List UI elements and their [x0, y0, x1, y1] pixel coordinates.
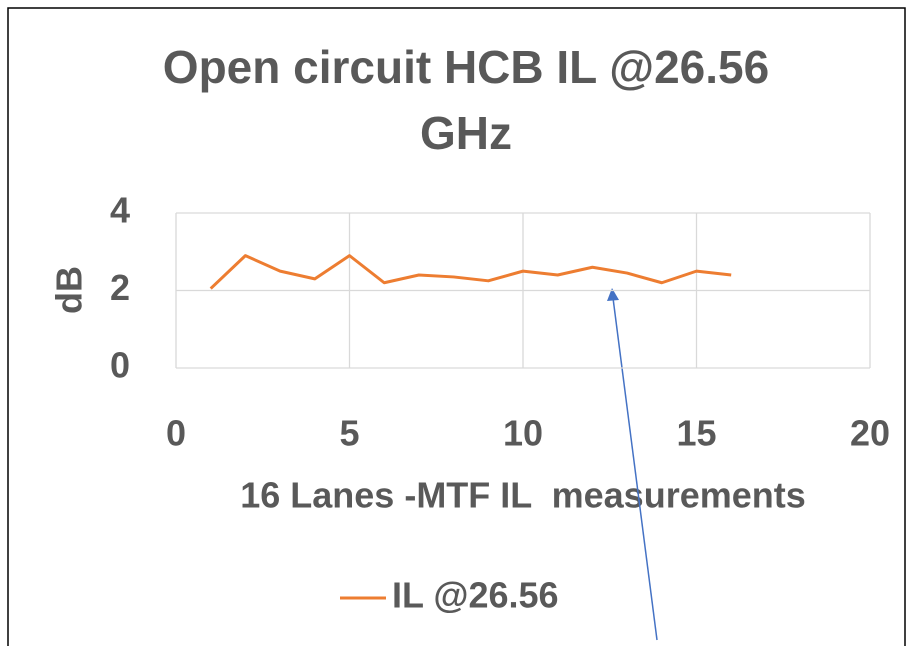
legend-label: IL @26.56 [392, 575, 559, 616]
x-tick-label: 0 [166, 413, 186, 454]
x-axis-label: 16 Lanes -MTF IL measurements [240, 475, 806, 516]
y-axis-label: dB [49, 266, 90, 314]
arrow-head [607, 288, 619, 301]
x-tick-label: 15 [676, 413, 716, 454]
chart-border [7, 7, 906, 646]
annotation-arrow [612, 297, 658, 641]
data-line [209, 254, 732, 290]
x-tick-label: 20 [850, 413, 890, 454]
y-tick-label: 2 [110, 267, 130, 308]
chart-title: Open circuit HCB IL @26.56 GHz [162, 41, 770, 159]
x-tick-label: 10 [503, 413, 543, 454]
y-tick-label: 4 [110, 190, 130, 231]
x-tick-label: 5 [339, 413, 359, 454]
y-tick-label: 0 [110, 345, 130, 386]
